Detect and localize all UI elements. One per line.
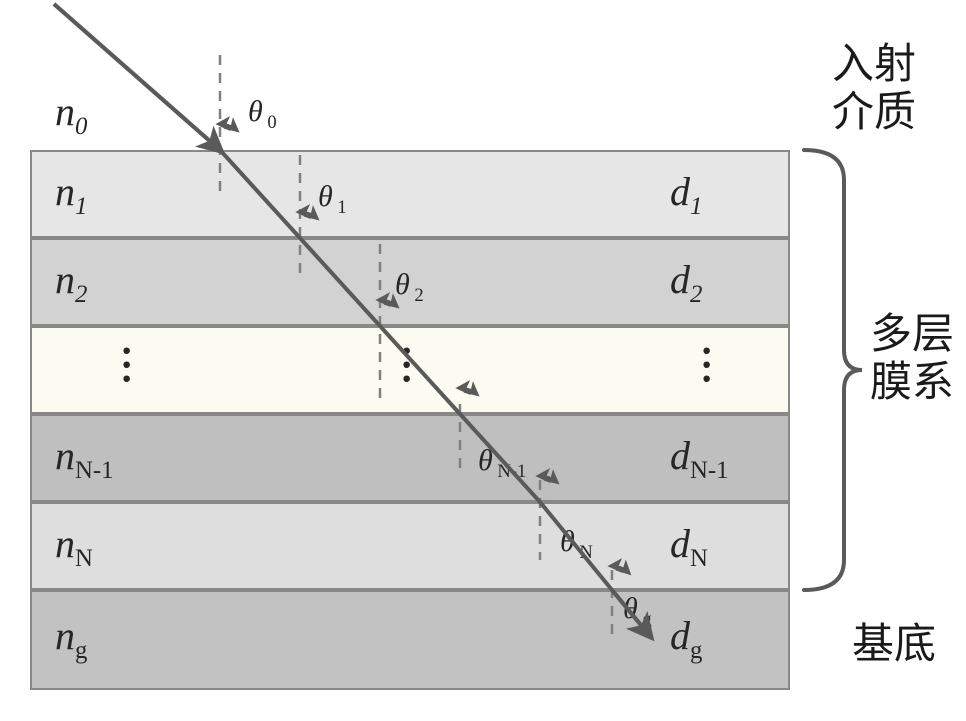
label-substrate: 基底 (852, 620, 936, 668)
theta-label: θ N (560, 525, 593, 564)
theta-label: θ 1 (318, 180, 347, 219)
n-label: ng (55, 612, 87, 665)
d-label: dg (670, 612, 702, 665)
n-label: nN-1 (55, 432, 114, 485)
n-label: nN (55, 520, 93, 573)
label-multilayer: 多层膜系 (870, 310, 954, 407)
diagram-stage: n0 n1 n2 nN-1 nN ng d1 d2 dN-1 dN dg θ 0 θ 1 θ 2 θ N-1… (0, 0, 966, 721)
d-label: d1 (670, 168, 702, 221)
theta-label: θ 0 (248, 95, 277, 134)
n-label: n1 (55, 168, 87, 221)
layer-l0 (30, 0, 790, 150)
n-label: n2 (55, 256, 87, 309)
ellipsis-vertical: ··· (120, 344, 133, 386)
theta-label: θ g (623, 592, 652, 631)
n-label: n0 (55, 88, 87, 141)
ellipsis-vertical: ··· (700, 344, 713, 386)
label-incident-medium: 入射介质 (832, 40, 916, 137)
ellipsis-vertical: ··· (400, 344, 413, 386)
d-label: d2 (670, 256, 702, 309)
d-label: dN-1 (670, 432, 729, 485)
brace-multilayer (804, 150, 862, 590)
theta-label: θ 2 (395, 268, 424, 307)
theta-label: θ N-1 (478, 444, 526, 483)
d-label: dN (670, 520, 708, 573)
